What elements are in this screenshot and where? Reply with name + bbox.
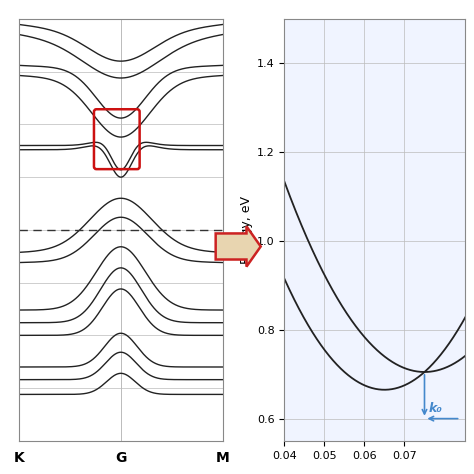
Text: k₀: k₀ bbox=[428, 402, 442, 415]
Y-axis label: Energy, eV: Energy, eV bbox=[240, 196, 253, 264]
FancyArrow shape bbox=[216, 227, 261, 266]
